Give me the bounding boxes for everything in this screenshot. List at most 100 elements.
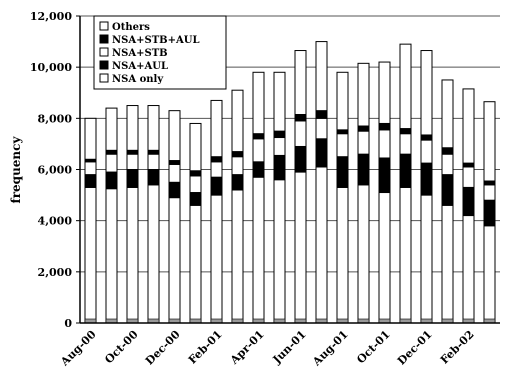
bar-segment <box>462 186 475 217</box>
bar-segment <box>483 184 496 201</box>
bar-segment <box>231 156 244 176</box>
bar-segment <box>105 188 118 324</box>
bar-segment <box>231 151 244 158</box>
y-tick-label: 10,000 <box>30 61 72 74</box>
bar-segment <box>420 139 433 164</box>
bar-segment <box>483 225 496 324</box>
bars <box>84 41 496 324</box>
x-tick-label: Feb-01 <box>186 328 225 367</box>
bar-segment <box>273 154 286 181</box>
bar-segment <box>336 129 349 135</box>
bar-segment <box>189 192 202 206</box>
bar-segment <box>441 204 454 324</box>
bar-segment <box>483 101 496 182</box>
bar-segment <box>105 149 118 155</box>
bar-segment <box>210 99 223 158</box>
legend-swatch <box>99 60 109 70</box>
bar-segment <box>84 117 97 160</box>
bar-segment <box>315 110 328 119</box>
x-tick-label: Dec-01 <box>395 328 435 368</box>
bar-segment <box>357 184 370 324</box>
bar-segment <box>462 215 475 324</box>
bar-segment <box>189 122 202 172</box>
bar-segment <box>168 110 181 162</box>
bar-segment <box>441 153 454 176</box>
legend-label: NSA+STB+AUL <box>112 35 200 46</box>
legend-swatch <box>99 47 109 57</box>
legend-label: NSA only <box>112 74 164 85</box>
bar-segment <box>147 105 160 151</box>
bar-segment <box>420 134 433 141</box>
x-tick-label: Apr-01 <box>227 328 267 368</box>
y-tick-label: 0 <box>64 317 72 330</box>
bar-segment <box>462 162 475 168</box>
y-tick-label: 2,000 <box>38 266 73 279</box>
bar-segment <box>231 189 244 324</box>
legend-swatch <box>99 73 109 83</box>
bar-segment <box>168 160 181 165</box>
y-tick-label: 12,000 <box>30 10 72 23</box>
bar-segment <box>210 161 223 178</box>
bar-segment <box>168 163 181 183</box>
legend-swatch <box>99 21 109 31</box>
bar-segment <box>294 50 307 115</box>
bar-segment <box>147 184 160 324</box>
bar-segment <box>357 62 370 127</box>
bar-segment <box>168 197 181 324</box>
bar-segment <box>315 117 328 140</box>
x-tick-label: Oct-01 <box>354 328 392 366</box>
bar-segment <box>315 41 328 112</box>
bar-segment <box>168 181 181 199</box>
bar-segment <box>126 186 139 324</box>
bar-segment <box>252 133 265 140</box>
bar-segment <box>126 153 139 170</box>
bar-segment <box>378 61 391 124</box>
bar-segment <box>315 166 328 324</box>
bar-segment <box>378 157 391 194</box>
bar-segment <box>273 179 286 324</box>
x-tick-labels: Aug-00 Oct-00 Dec-00 Feb-01 Apr-01 Jun-01 Aug-… <box>58 328 477 369</box>
bar-segment <box>462 166 475 188</box>
bar-segment <box>105 171 118 190</box>
bar-segment <box>399 128 412 135</box>
bar-segment <box>483 180 496 186</box>
bar-segment <box>210 194 223 324</box>
bar-segment <box>378 129 391 159</box>
bar-segment <box>147 149 160 155</box>
bar-segment <box>441 147 454 155</box>
x-tick-label: Aug-00 <box>58 328 99 369</box>
bar-segment <box>273 130 286 139</box>
bar-segment <box>357 130 370 155</box>
x-tick-label: Aug-01 <box>310 328 351 369</box>
bar-segment <box>441 79 454 149</box>
bar-segment <box>147 153 160 170</box>
bar-segment <box>336 186 349 324</box>
y-tick-labels: 0 2,000 4,000 6,000 8,000 10,000 12,000 <box>30 10 80 330</box>
bar-segment <box>294 145 307 173</box>
bar-segment <box>273 137 286 156</box>
bar-segment <box>147 169 160 186</box>
bar-segment <box>189 204 202 324</box>
legend-box <box>93 15 227 90</box>
bar-segment <box>294 171 307 324</box>
bar-segment <box>189 170 202 177</box>
bar-segment <box>84 174 97 188</box>
y-tick-label: 6,000 <box>38 164 73 177</box>
legend-swatch <box>99 34 109 44</box>
bar-segment <box>189 175 202 194</box>
bar-segment <box>84 186 97 324</box>
legend: Others NSA+STB+AUL NSA+STB NSA+AUL NSA only <box>93 15 227 90</box>
bar-segment <box>231 174 244 191</box>
bar-segment <box>105 153 118 173</box>
x-tick-label: Feb-02 <box>438 328 477 367</box>
bar-segment <box>399 153 412 188</box>
bar-segment <box>210 176 223 196</box>
bar-segment <box>336 133 349 158</box>
bar-segment <box>315 138 328 168</box>
bar-segment <box>420 194 433 324</box>
bar-segment <box>84 161 97 176</box>
bar-segment <box>294 120 307 147</box>
bar-segment <box>399 186 412 324</box>
bar-segment <box>378 122 391 131</box>
